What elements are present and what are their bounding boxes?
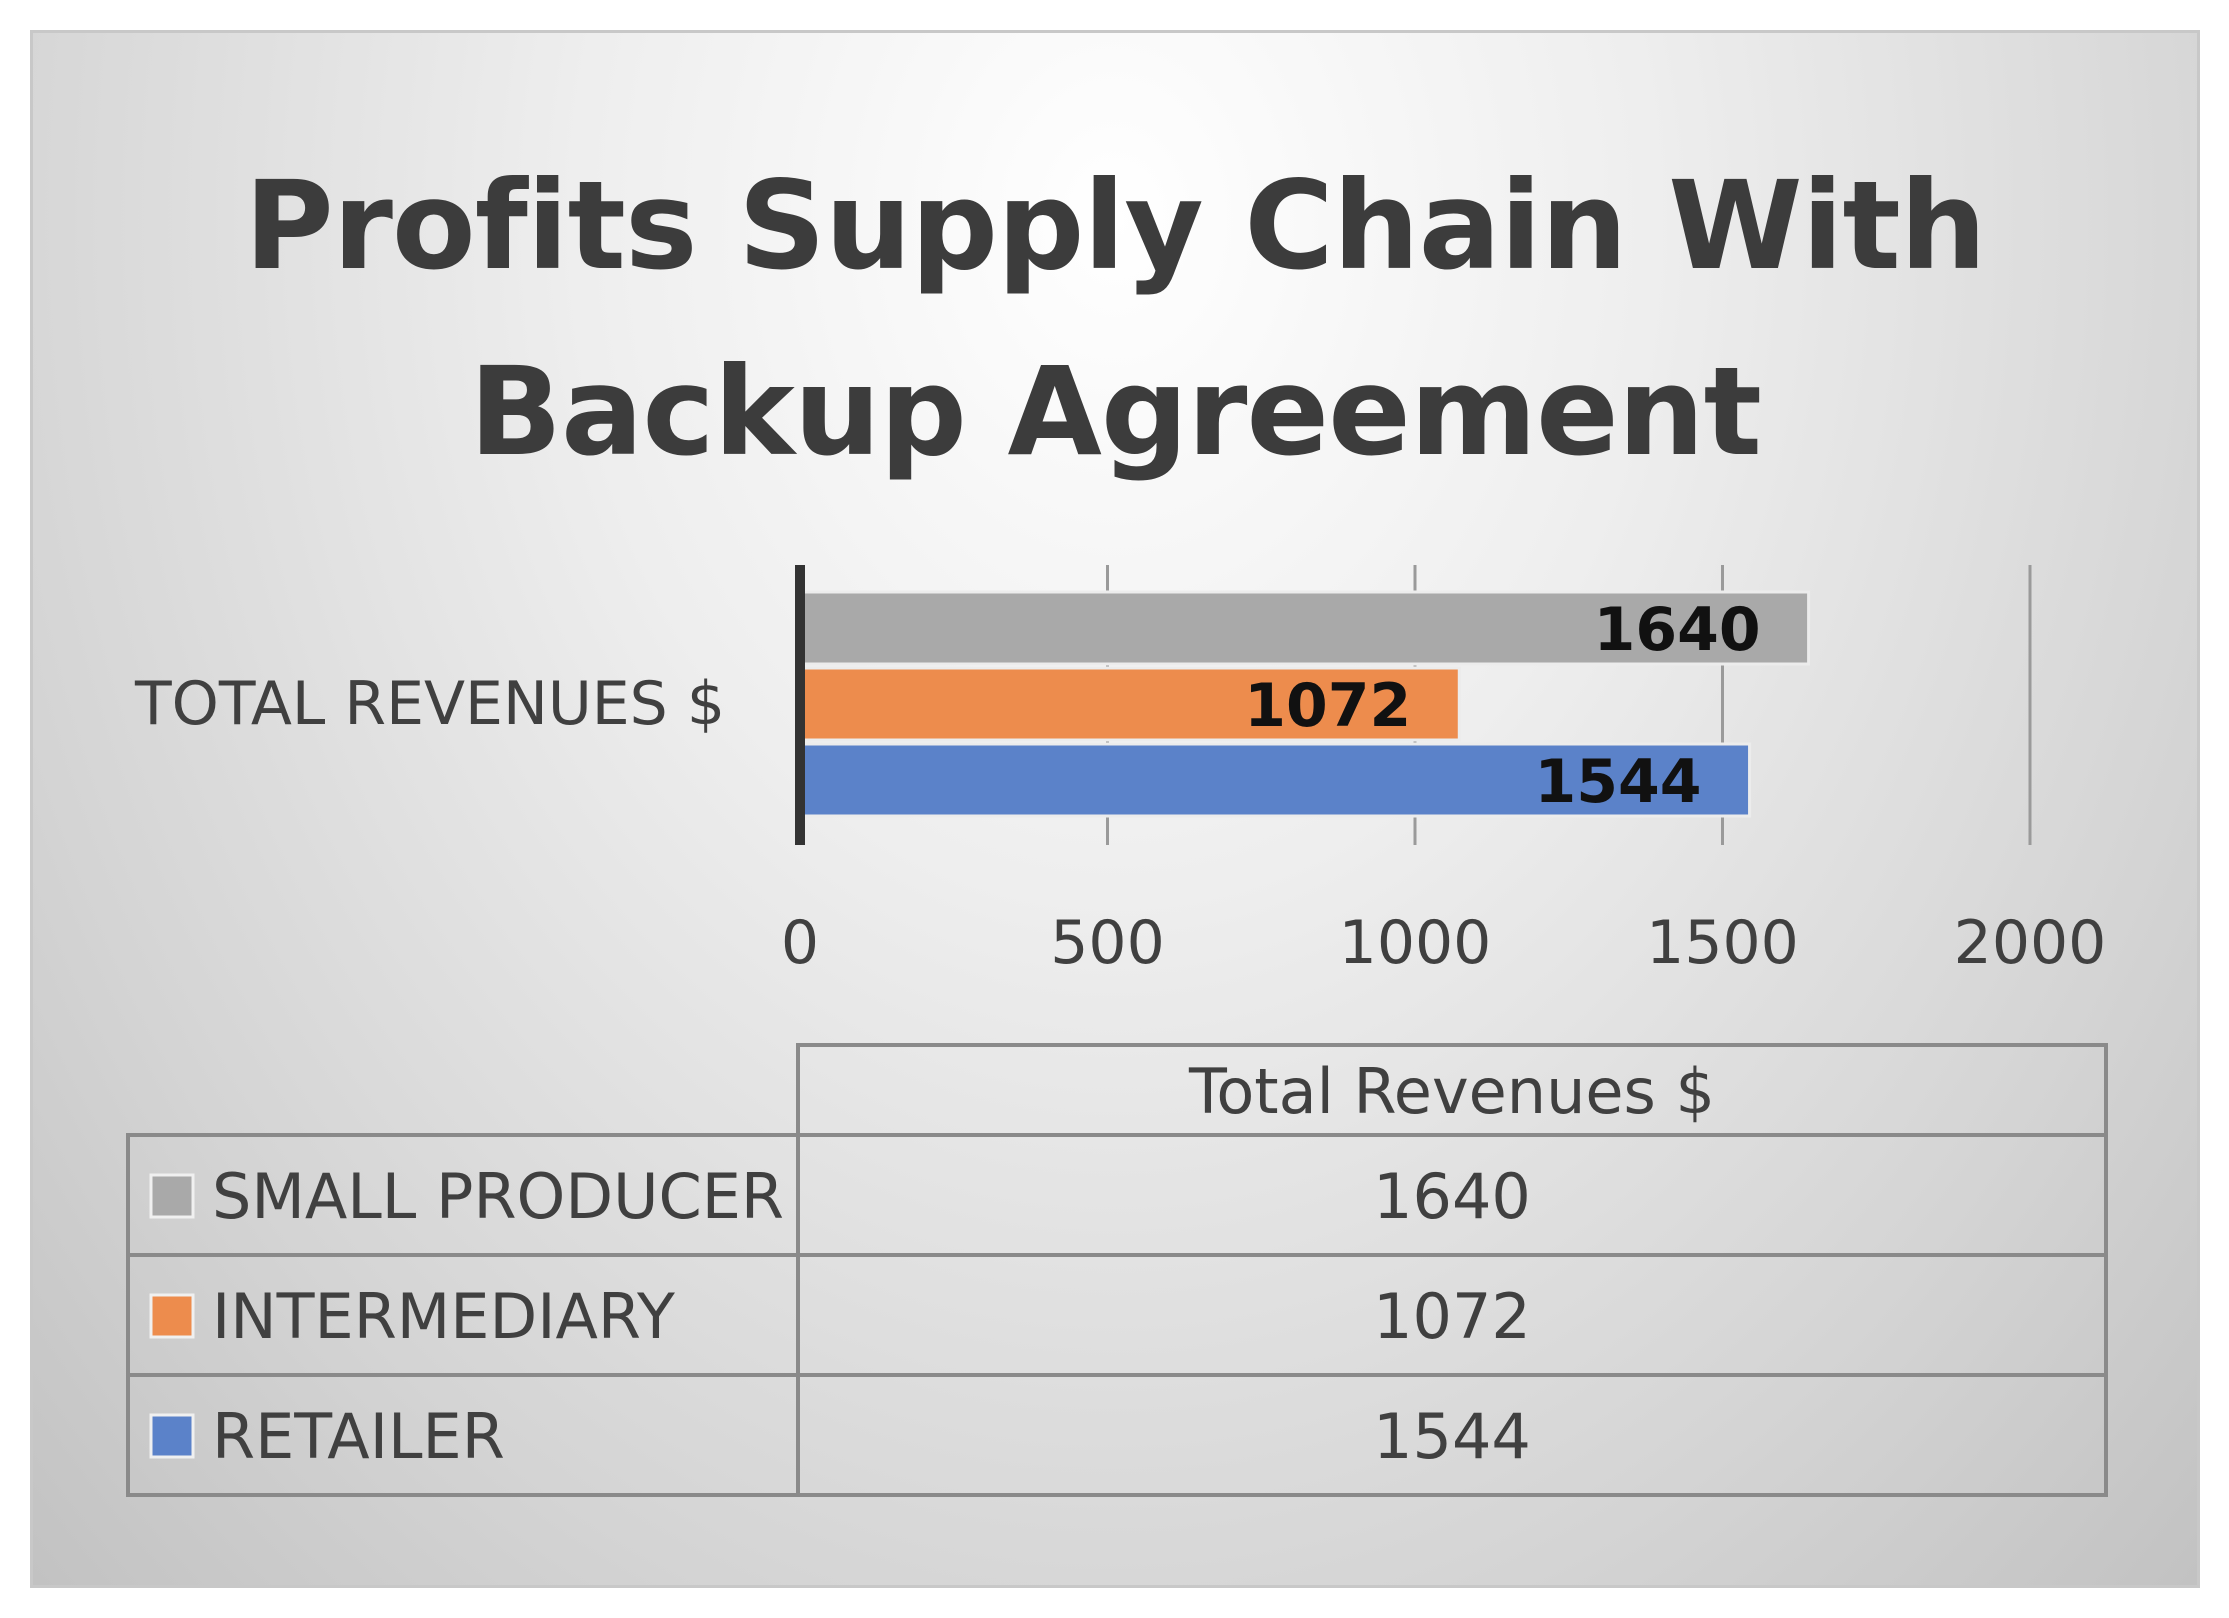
- x-tick-label: 500: [1050, 908, 1165, 978]
- table-row-value-cell: [796, 1373, 2108, 1497]
- chart-title-line-1: Profits Supply Chain With: [244, 155, 1986, 297]
- data-label: 1072: [1244, 671, 1411, 741]
- x-tick-label: 0: [781, 908, 819, 978]
- data-label: 1640: [1594, 595, 1761, 665]
- x-tick-label: 1500: [1646, 908, 1799, 978]
- data-label: 1544: [1535, 747, 1702, 817]
- x-tick-label: 2000: [1954, 908, 2107, 978]
- legend-swatch: [149, 1173, 195, 1219]
- chart-frame: Profits Supply Chain With Backup Agreeme…: [30, 30, 2200, 1588]
- table-value: 1640: [1373, 1160, 1531, 1233]
- category-label: TOTAL REVENUES $: [134, 669, 725, 739]
- legend-label: SMALL PRODUCER: [212, 1160, 784, 1233]
- x-tick-label: 1000: [1339, 908, 1492, 978]
- legend-label: INTERMEDIARY: [212, 1280, 675, 1353]
- legend-label: RETAILER: [212, 1400, 505, 1473]
- table-header: Total Revenues $: [1188, 1055, 1715, 1128]
- chart-title: Profits Supply Chain With Backup Agreeme…: [33, 133, 2197, 505]
- legend-swatch: [149, 1413, 195, 1459]
- legend-swatch: [149, 1293, 195, 1339]
- table-value: 1072: [1373, 1280, 1531, 1353]
- chart-title-line-2: Backup Agreement: [469, 341, 1762, 483]
- table-value: 1544: [1373, 1400, 1531, 1473]
